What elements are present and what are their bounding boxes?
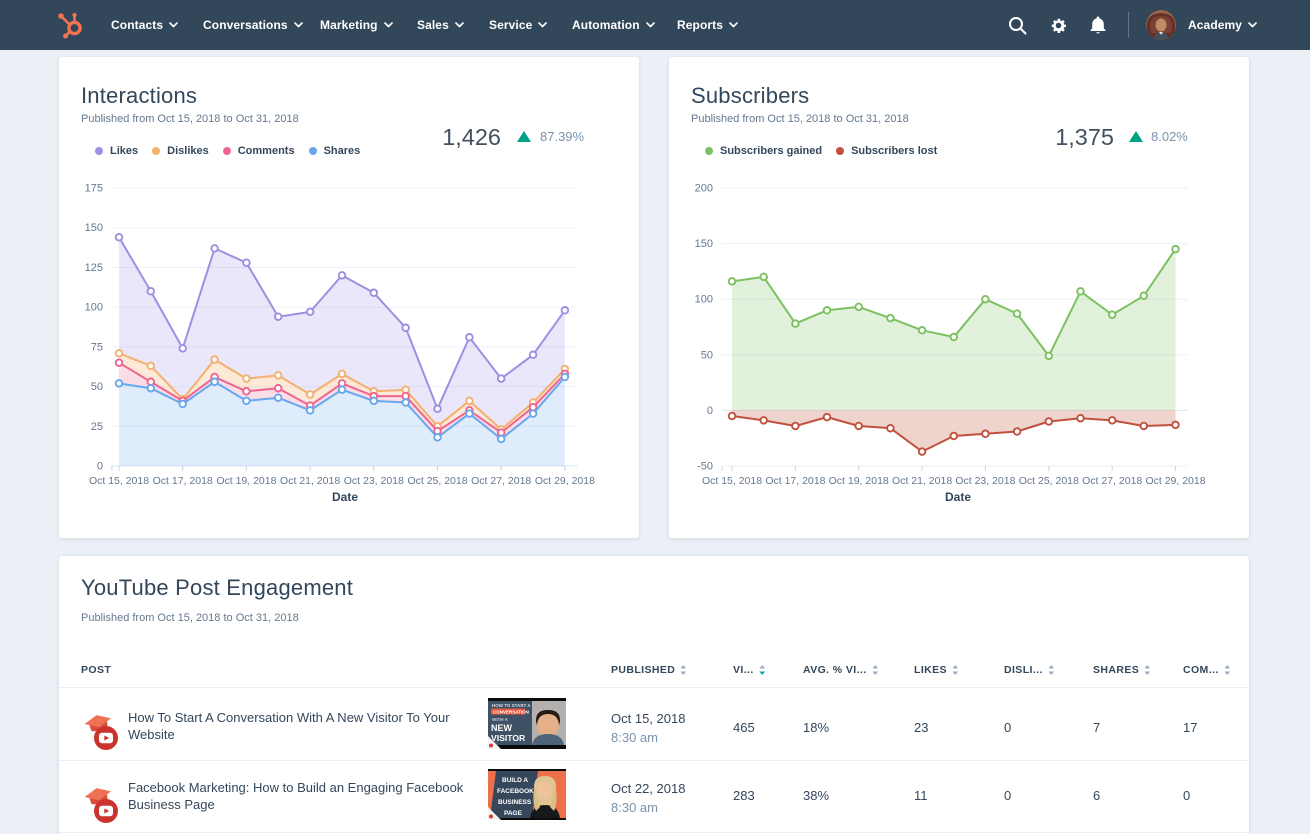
svg-text:175: 175	[85, 183, 103, 195]
svg-text:NEW: NEW	[491, 723, 513, 733]
svg-text:Oct 23, 2018: Oct 23, 2018	[344, 475, 404, 487]
svg-text:WITH A: WITH A	[492, 717, 509, 722]
svg-text:50: 50	[91, 381, 103, 393]
svg-text:25: 25	[91, 421, 103, 433]
svg-text:Date: Date	[945, 490, 971, 504]
svg-text:Oct 15, 2018: Oct 15, 2018	[702, 475, 762, 487]
svg-text:BUILD A: BUILD A	[502, 777, 528, 784]
svg-text:BUSINESS: BUSINESS	[498, 799, 532, 806]
svg-text:Oct 19, 2018: Oct 19, 2018	[829, 475, 889, 487]
svg-text:75: 75	[91, 341, 103, 353]
svg-text:Oct 27, 2018: Oct 27, 2018	[1082, 475, 1142, 487]
svg-text:200: 200	[695, 182, 713, 194]
svg-text:HOW TO START A: HOW TO START A	[492, 703, 531, 708]
svg-text:PAGE: PAGE	[504, 810, 523, 817]
svg-text:Date: Date	[332, 490, 358, 504]
svg-text:Oct 25, 2018: Oct 25, 2018	[407, 475, 467, 487]
svg-text:Oct 17, 2018: Oct 17, 2018	[765, 475, 825, 487]
svg-text:Oct 29, 2018: Oct 29, 2018	[1145, 475, 1205, 487]
svg-text:Oct 17, 2018: Oct 17, 2018	[153, 475, 213, 487]
svg-text:150: 150	[85, 222, 103, 234]
svg-text:100: 100	[695, 294, 713, 306]
svg-text:Oct 19, 2018: Oct 19, 2018	[216, 475, 276, 487]
svg-text:Oct 15, 2018: Oct 15, 2018	[89, 475, 149, 487]
svg-text:Oct 21, 2018: Oct 21, 2018	[280, 475, 340, 487]
svg-text:Oct 27, 2018: Oct 27, 2018	[471, 475, 531, 487]
svg-text:Oct 25, 2018: Oct 25, 2018	[1019, 475, 1079, 487]
svg-text:Oct 21, 2018: Oct 21, 2018	[892, 475, 952, 487]
svg-text:50: 50	[701, 349, 713, 361]
svg-text:125: 125	[85, 262, 103, 274]
svg-text:VISITOR: VISITOR	[491, 733, 526, 743]
svg-text:0: 0	[707, 405, 713, 417]
svg-text:-50: -50	[697, 461, 713, 473]
svg-text:Oct 29, 2018: Oct 29, 2018	[535, 475, 595, 487]
svg-text:100: 100	[85, 302, 103, 314]
svg-text:0: 0	[97, 461, 103, 473]
svg-text:Oct 23, 2018: Oct 23, 2018	[955, 475, 1015, 487]
svg-text:150: 150	[695, 238, 713, 250]
svg-text:CONVERSATION: CONVERSATION	[493, 710, 529, 715]
svg-text:FACEBOOK: FACEBOOK	[497, 788, 534, 795]
